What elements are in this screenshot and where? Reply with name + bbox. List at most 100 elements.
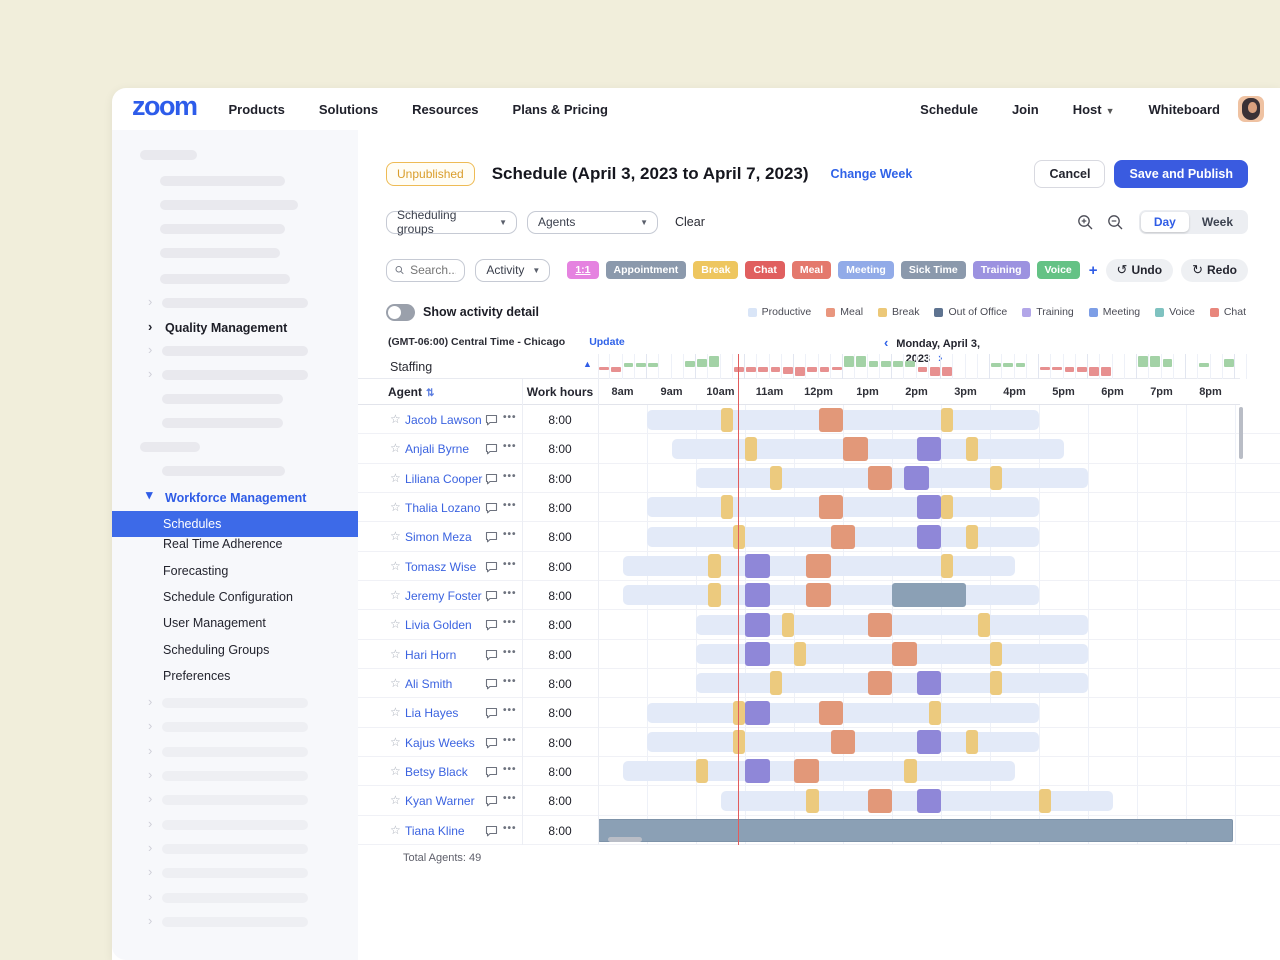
activity-block-ooo-full[interactable] — [598, 818, 1233, 842]
sidebar-item-real-time-adherence[interactable]: Real Time Adherence — [163, 537, 283, 552]
row-menu-button[interactable]: ••• — [503, 734, 517, 746]
activity-block-training[interactable] — [904, 466, 929, 491]
activity-block-break[interactable] — [720, 407, 733, 432]
agent-name-link[interactable]: Jeremy Foster — [405, 588, 482, 603]
sidebar-section-quality-management[interactable]: Quality Management — [165, 321, 288, 335]
favorite-star-icon[interactable]: ☆ — [390, 646, 401, 661]
activity-block-meal[interactable] — [818, 407, 843, 432]
agent-name-link[interactable]: Ali Smith — [405, 676, 453, 691]
activity-block-break[interactable] — [904, 759, 917, 784]
shift-bar[interactable] — [696, 468, 1088, 489]
chat-bubble-icon[interactable] — [485, 414, 498, 426]
favorite-star-icon[interactable]: ☆ — [390, 412, 401, 426]
activity-block-break[interactable] — [708, 554, 721, 579]
chat-bubble-icon[interactable] — [485, 795, 498, 807]
row-menu-button[interactable]: ••• — [503, 646, 517, 658]
activity-chip-meeting[interactable]: Meeting — [838, 261, 894, 279]
activity-block-meal[interactable] — [867, 788, 892, 813]
agent-name-link[interactable]: Betsy Black — [405, 764, 468, 779]
shift-bar[interactable] — [671, 438, 1064, 459]
row-menu-button[interactable]: ••• — [503, 412, 517, 423]
row-menu-button[interactable]: ••• — [503, 617, 517, 629]
row-menu-button[interactable]: ••• — [503, 558, 517, 570]
activity-block-training[interactable] — [745, 700, 770, 725]
row-menu-button[interactable]: ••• — [503, 705, 517, 717]
zoom-in-icon[interactable] — [1077, 214, 1094, 231]
favorite-star-icon[interactable]: ☆ — [390, 793, 401, 808]
activity-block-meal[interactable] — [830, 524, 856, 549]
activity-block-training[interactable] — [916, 436, 941, 461]
activity-block-training[interactable] — [916, 730, 941, 755]
activity-block-meal[interactable] — [892, 642, 917, 667]
activity-block-training[interactable] — [916, 788, 941, 813]
shift-bar[interactable] — [696, 673, 1088, 694]
agent-name-link[interactable]: Kyan Warner — [405, 794, 475, 809]
agent-name-link[interactable]: Tiana Kline — [405, 823, 465, 838]
chat-bubble-icon[interactable] — [485, 766, 498, 778]
row-menu-button[interactable]: ••• — [503, 822, 517, 834]
activity-block-meal[interactable] — [830, 730, 856, 755]
activity-block-training[interactable] — [745, 554, 770, 579]
favorite-star-icon[interactable]: ☆ — [390, 705, 401, 720]
redo-button[interactable]: ↻ Redo — [1181, 258, 1248, 282]
shift-bar[interactable] — [622, 585, 1039, 606]
nav-item-join[interactable]: Join — [1011, 101, 1039, 117]
search-input[interactable] — [410, 263, 457, 277]
shift-bar[interactable] — [696, 614, 1088, 635]
agent-name-link[interactable]: Jacob Lawson — [405, 413, 482, 427]
sidebar-item-schedules[interactable]: Schedules — [112, 511, 358, 537]
nav-item-plans-pricing[interactable]: Plans & Pricing — [512, 101, 608, 117]
horizontal-scrollbar[interactable] — [608, 837, 642, 842]
activity-block-break[interactable] — [965, 730, 978, 755]
activity-block-break[interactable] — [977, 612, 990, 637]
activity-block-break[interactable] — [965, 524, 978, 549]
change-week-link[interactable]: Change Week — [830, 167, 913, 181]
activity-block-meal[interactable] — [843, 436, 868, 461]
activity-block-ooo[interactable] — [892, 583, 966, 608]
activity-block-break[interactable] — [965, 436, 978, 461]
sidebar-item-schedule-configuration[interactable]: Schedule Configuration — [163, 589, 293, 604]
agent-name-link[interactable]: Simon Meza — [405, 530, 472, 545]
shift-bar[interactable] — [647, 702, 1039, 723]
agent-name-link[interactable]: Tomasz Wise — [405, 559, 477, 574]
favorite-star-icon[interactable]: ☆ — [390, 587, 401, 602]
agent-name-link[interactable]: Thalia Lozano — [405, 500, 481, 515]
agent-name-link[interactable]: Lia Hayes — [405, 706, 459, 721]
favorite-star-icon[interactable]: ☆ — [390, 558, 401, 573]
activity-block-training[interactable] — [745, 642, 770, 667]
shift-bar[interactable] — [647, 497, 1039, 518]
activity-block-break[interactable] — [941, 554, 954, 579]
favorite-star-icon[interactable]: ☆ — [390, 499, 401, 514]
zoom-out-icon[interactable] — [1107, 214, 1124, 231]
activity-chip-chat[interactable]: Chat — [745, 261, 785, 279]
activity-block-meal[interactable] — [794, 759, 819, 784]
nav-item-whiteboard[interactable]: Whiteboard — [1148, 101, 1221, 117]
activity-block-break[interactable] — [806, 788, 819, 813]
row-menu-button[interactable]: ••• — [503, 441, 517, 453]
chat-bubble-icon[interactable] — [485, 619, 498, 631]
favorite-star-icon[interactable]: ☆ — [390, 734, 401, 749]
activity-block-break[interactable] — [732, 700, 745, 725]
agent-name-link[interactable]: Kajus Weeks — [405, 735, 475, 750]
activity-block-break[interactable] — [732, 524, 745, 549]
agent-column-header[interactable]: Agent ⇅ — [388, 385, 435, 399]
row-menu-button[interactable]: ••• — [503, 529, 517, 541]
activity-block-break[interactable] — [732, 730, 745, 755]
chat-bubble-icon[interactable] — [485, 561, 498, 573]
activity-block-training[interactable] — [745, 583, 770, 608]
chat-bubble-icon[interactable] — [485, 707, 498, 719]
favorite-star-icon[interactable]: ☆ — [390, 617, 401, 632]
activity-chip-break[interactable]: Break — [693, 261, 739, 279]
sidebar-item-preferences[interactable]: Preferences — [163, 668, 231, 683]
activity-chip-1-1[interactable]: 1:1 — [567, 261, 599, 279]
nav-item-products[interactable]: Products — [228, 101, 285, 117]
week-toggle-option[interactable]: Week — [1201, 215, 1233, 229]
chat-bubble-icon[interactable] — [485, 678, 498, 690]
activity-block-meal[interactable] — [818, 495, 843, 520]
shift-bar[interactable] — [622, 761, 1015, 782]
activity-block-training[interactable] — [916, 495, 941, 520]
cancel-button[interactable]: Cancel — [1034, 160, 1106, 188]
agent-name-link[interactable]: Livia Golden — [405, 618, 472, 633]
nav-item-schedule[interactable]: Schedule — [920, 101, 978, 117]
row-menu-button[interactable]: ••• — [503, 499, 517, 511]
